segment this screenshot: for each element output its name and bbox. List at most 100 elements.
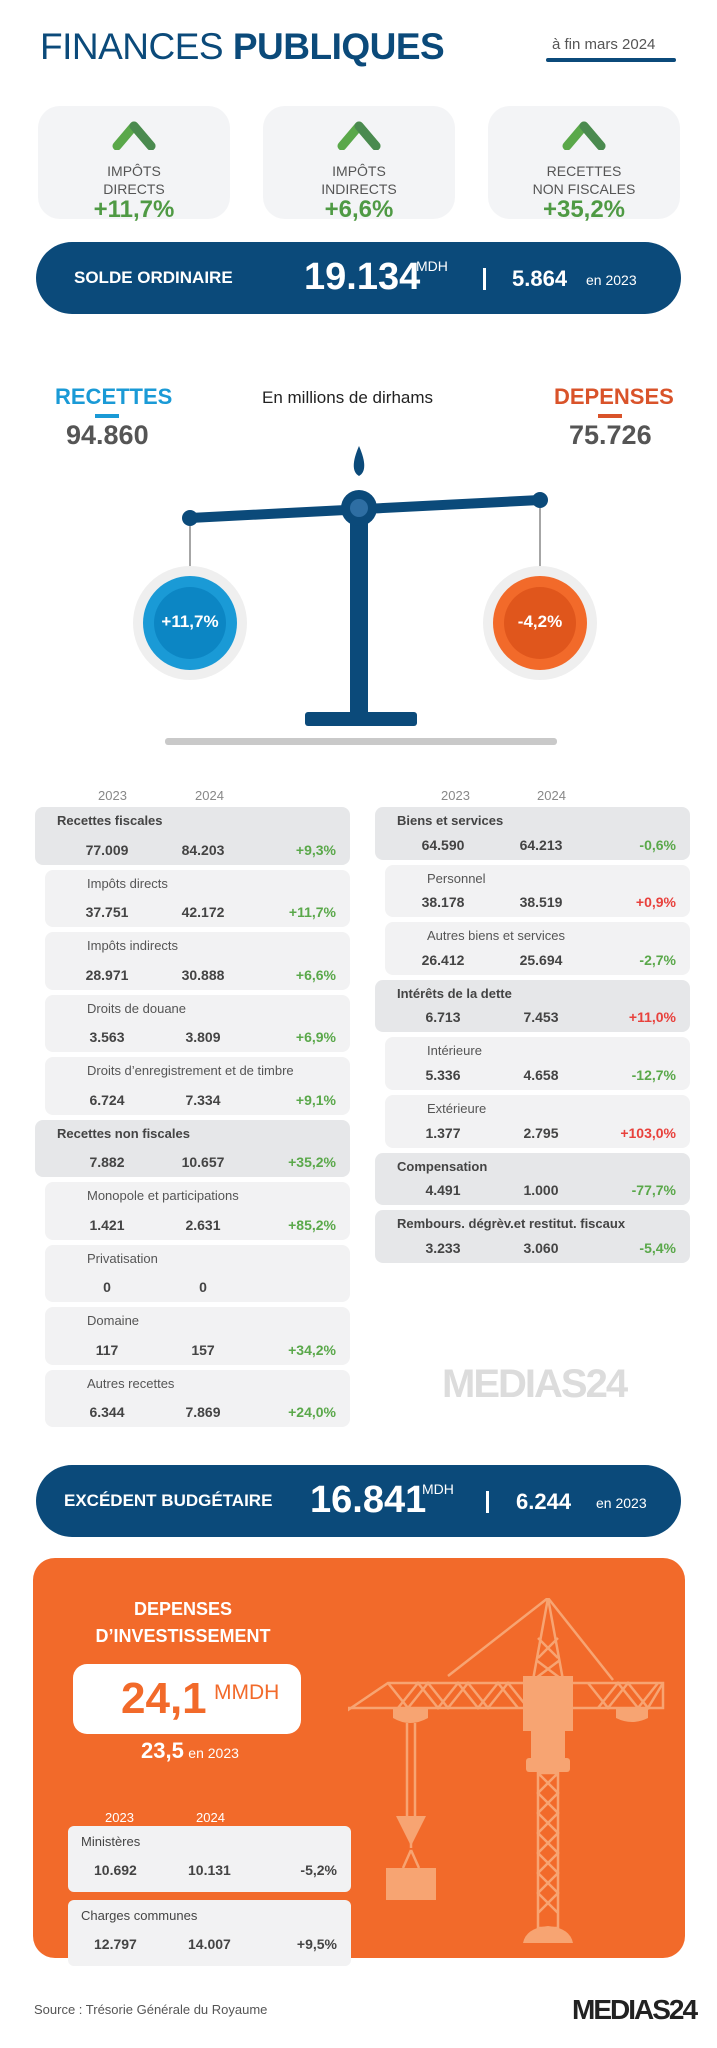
value-2023: 38.178 (421, 894, 465, 911)
kpi-label-2: NON FISCALES (532, 181, 636, 197)
value-2024: 2.795 (523, 1124, 559, 1141)
row-label: Charges communes (81, 1908, 198, 1923)
table-row: Ministères 10.692 10.131 -5,2% (68, 1826, 351, 1892)
value-2024: 3.060 (523, 1239, 559, 1256)
source-note: Source : Trésorie Générale du Royaume (34, 2002, 268, 2017)
kpi-label: IMPÔTS DIRECTS (38, 162, 230, 198)
depenses-total: 75.726 (569, 420, 652, 450)
variation-pct: -77,7% (631, 1182, 676, 1199)
value-2023: 7.882 (89, 1154, 125, 1170)
crane-illustration (348, 1598, 665, 1943)
table-row: Charges communes 12.797 14.007 +9,5% (68, 1900, 351, 1966)
scale-shadow (165, 738, 557, 745)
variation-pct: +9,1% (295, 1091, 336, 1108)
kpi-card: IMPÔTS INDIRECTS +6,6% (263, 106, 455, 222)
table-row: Impôts directs 37.751 42.172 +11,7% (45, 869, 350, 927)
depenses-underline (598, 414, 622, 418)
kpi-label-2: INDIRECTS (321, 181, 397, 197)
value-2023: 77.009 (85, 841, 129, 858)
table-row: Monopole et participations 1.421 2.631 +… (45, 1182, 350, 1240)
solde-prev-label: en 2023 (586, 272, 637, 288)
variation-pct: +11,7% (288, 904, 336, 920)
row-label: Impôts directs (87, 875, 168, 891)
excedent-prev: 6.244 (516, 1489, 572, 1514)
table-row: Droits de douane 3.563 3.809 +6,9% (45, 994, 350, 1052)
value-2023: 64.590 (421, 836, 465, 853)
table-row: Domaine 117 157 +34,2% (45, 1307, 350, 1365)
period-underline (546, 58, 676, 62)
table-row: Recettes non fiscales 7.882 10.657 +35,2… (35, 1119, 350, 1177)
depenses-pct: -4,2% (517, 612, 563, 631)
chevron-up-icon (112, 121, 156, 150)
value-2023: 5.336 (425, 1066, 461, 1083)
excedent-unit: MDH (422, 1481, 454, 1497)
row-label: Monopole et participations (87, 1188, 239, 1203)
solde-value: 19.134 (304, 256, 421, 298)
page-title: FINANCES PUBLIQUES (40, 26, 445, 68)
col-2023: 2023 (98, 788, 127, 803)
value-2024: 3.809 (185, 1029, 221, 1045)
value-2023: 26.412 (421, 951, 465, 968)
value-2024: 1.000 (523, 1182, 559, 1199)
row-label: Autres recettes (87, 1375, 175, 1391)
kpi-label: RECETTES NON FISCALES (488, 162, 680, 198)
value-2023: 3.233 (425, 1239, 461, 1256)
solde-label: SOLDE ORDINAIRE (74, 268, 233, 287)
table-row: Droits d’enregistrement et de timbre 6.7… (45, 1057, 350, 1115)
row-label: Impôts indirects (87, 938, 179, 953)
kpi-label-1: IMPÔTS (332, 163, 386, 179)
scale-finial (353, 446, 365, 476)
value-2023: 28.971 (85, 966, 129, 983)
value-2023: 0 (103, 1279, 111, 1295)
table-row: Extérieure 1.377 2.795 +103,0% (385, 1095, 690, 1148)
value-2024: 42.172 (181, 904, 225, 920)
variation-pct: +24,0% (288, 1404, 336, 1420)
variation-pct: -5,4% (639, 1239, 676, 1256)
col-2024: 2024 (537, 788, 566, 803)
table-row: Compensation 4.491 1.000 -77,7% (375, 1152, 690, 1206)
excedent-label: EXCÉDENT BUDGÉTAIRE (64, 1491, 273, 1510)
variation-pct: -2,7% (639, 951, 676, 968)
variation-pct: +0,9% (635, 894, 676, 911)
kpi-label-1: RECETTES (546, 163, 622, 179)
medias24-watermark: MEDIAS24 (442, 1362, 628, 1406)
value-2023: 3.563 (89, 1029, 125, 1045)
value-2024: 84.203 (181, 841, 225, 858)
value-2024: 10.131 (188, 1862, 231, 1878)
unit-note: En millions de dirhams (262, 388, 434, 407)
chevron-up-icon (562, 121, 606, 150)
invest-prev: 23,5 en 2023 (141, 1738, 239, 1764)
separator (486, 1491, 489, 1513)
row-label: Intérêts de la dette (397, 985, 512, 1001)
row-label: Biens et services (397, 813, 504, 828)
table-row: Personnel 38.178 38.519 +0,9% (385, 864, 690, 918)
invest-prev-value: 23,5 (141, 1738, 184, 1763)
table-row: Impôts indirects 28.971 30.888 +6,6% (45, 932, 350, 990)
row-label: Extérieure (427, 1101, 487, 1116)
variation-pct: +35,2% (288, 1154, 336, 1170)
kpi-pct: +11,7% (93, 196, 175, 223)
excedent-prev-label: en 2023 (596, 1495, 647, 1511)
value-2024: 38.519 (519, 894, 563, 911)
col-2023: 2023 (105, 1810, 134, 1825)
variation-pct: +103,0% (620, 1124, 676, 1141)
variation-pct: +6,6% (295, 966, 336, 983)
row-label: Droits d’enregistrement et de timbre (87, 1063, 294, 1078)
recettes-total: 94.860 (66, 420, 149, 450)
variation-pct: -5,2% (300, 1862, 337, 1878)
col-2024: 2024 (196, 1810, 225, 1825)
invest-prev-label: en 2023 (188, 1745, 239, 1761)
variation-pct: +34,2% (288, 1341, 336, 1358)
value-2023: 117 (95, 1341, 119, 1358)
period-label: à fin mars 2024 (552, 36, 656, 53)
variation-pct: +9,5% (296, 1936, 337, 1952)
kpi-label: IMPÔTS INDIRECTS (263, 162, 455, 198)
value-2024: 7.334 (185, 1091, 221, 1108)
invest-value-box: 24,1 MMDH (73, 1664, 301, 1734)
variation-pct: -12,7% (631, 1066, 676, 1083)
excedent-banner: EXCÉDENT BUDGÉTAIRE 16.841 MDH 6.244 en … (36, 1465, 681, 1537)
value-2024: 2.631 (185, 1216, 221, 1233)
table-row: Autres biens et services 26.412 25.694 -… (385, 922, 690, 975)
row-label: Compensation (397, 1158, 488, 1174)
row-label: Intérieure (427, 1043, 482, 1059)
